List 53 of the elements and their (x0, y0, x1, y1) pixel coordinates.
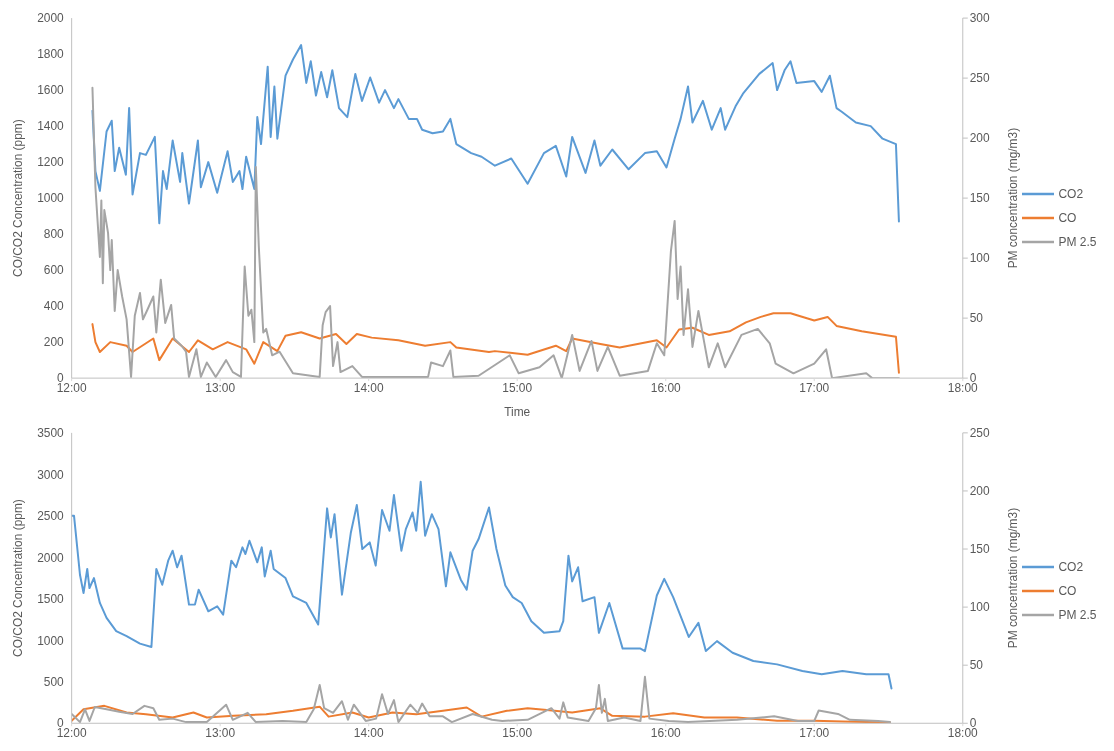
legend-label: CO (1058, 210, 1077, 225)
x-tick-label: 16:00 (650, 725, 682, 740)
y2-tick-label: 200 (969, 484, 990, 499)
y2-tick-label: 250 (969, 426, 990, 441)
y-tick-label: 1500 (37, 592, 65, 607)
y2-tick-label: 50 (969, 311, 984, 326)
y2-tick-label: 100 (969, 600, 990, 615)
y-tick-label: 500 (43, 675, 65, 690)
y2-tick-label: 100 (969, 251, 990, 266)
x-tick-label: 13:00 (205, 725, 236, 740)
y-tick-label: 1000 (37, 633, 65, 648)
y-tick-label: 600 (43, 263, 65, 278)
legend-label: PM 2.5 (1058, 234, 1097, 249)
line-series (91, 44, 900, 225)
y-tick-label: 1800 (37, 47, 65, 62)
y-tick-label: 400 (43, 299, 65, 314)
y2-axis-title: PM concentration (mg/m3) (1005, 127, 1020, 269)
y-tick-label: 200 (43, 335, 65, 350)
y-tick-label: 1000 (37, 191, 65, 206)
x-tick-label: 15:00 (502, 380, 533, 395)
y-tick-label: 3000 (37, 467, 65, 482)
y2-tick-label: 150 (969, 542, 990, 557)
x-axis-title: Time (504, 405, 531, 420)
y-axis-title: CO/CO2 Concentration (ppm) (11, 499, 26, 657)
x-tick-label: 17:00 (799, 725, 830, 740)
x-tick-label: 17:00 (799, 380, 830, 395)
y-tick-label: 800 (43, 227, 65, 242)
line-series (71, 480, 893, 690)
y2-tick-label: 150 (969, 191, 990, 206)
y-tick-label: 1400 (37, 119, 65, 134)
x-tick-label: 13:00 (205, 380, 236, 395)
y2-axis-title: PM concentration (mg/m3) (1005, 507, 1020, 649)
y-tick-label: 2500 (37, 509, 65, 524)
legend-label: PM 2.5 (1058, 607, 1097, 622)
y-tick-label: 2000 (37, 550, 65, 565)
y-tick-label: 1200 (37, 155, 65, 170)
y2-tick-label: 200 (969, 131, 990, 146)
legend-label: CO2 (1058, 559, 1084, 574)
y-tick-label: 1600 (37, 83, 65, 98)
legend-label: CO2 (1058, 186, 1084, 201)
y-axis-title: CO/CO2 Concentration (ppm) (11, 119, 26, 277)
y2-tick-label: 50 (969, 658, 984, 673)
line-series (71, 675, 891, 724)
y2-tick-label: 300 (969, 11, 990, 26)
x-tick-label: 15:00 (502, 725, 533, 740)
y-tick-label: 3500 (37, 426, 65, 441)
x-tick-label: 14:00 (353, 725, 384, 740)
line-series (91, 312, 900, 374)
y-tick-label: 2000 (37, 11, 65, 26)
y2-tick-label: 250 (969, 71, 990, 86)
legend-label: CO (1058, 583, 1077, 598)
x-tick-label: 16:00 (650, 380, 682, 395)
x-tick-label: 14:00 (353, 380, 384, 395)
